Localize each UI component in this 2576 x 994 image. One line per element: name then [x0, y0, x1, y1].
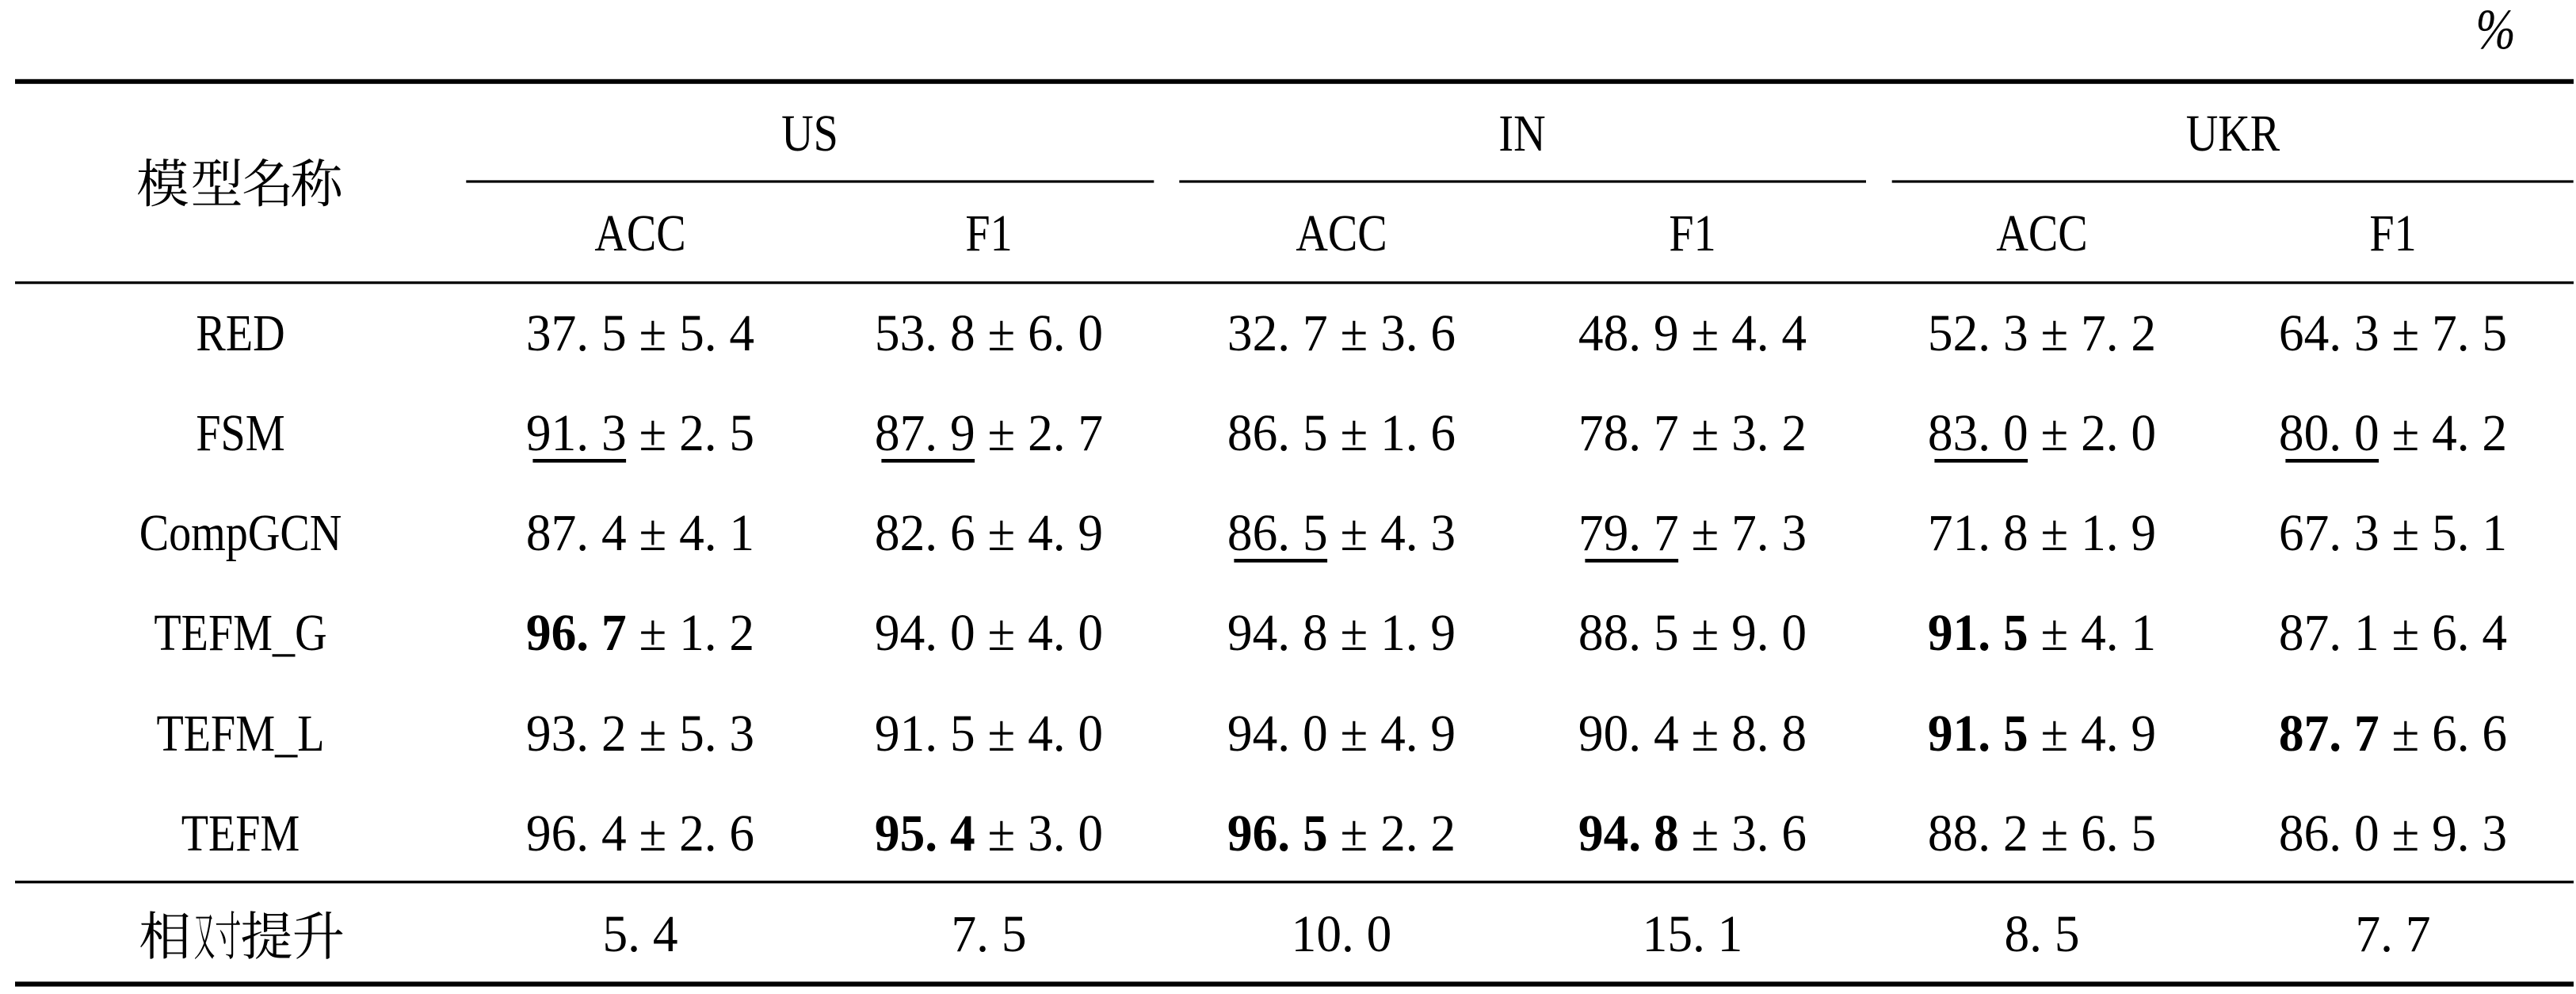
- svg-text:53. 8 ± 6. 0: 53. 8 ± 6. 0: [875, 304, 1103, 361]
- svg-text:80. 0 ± 4. 2: 80. 0 ± 4. 2: [2279, 403, 2507, 461]
- svg-text:7. 5: 7. 5: [951, 904, 1026, 962]
- svg-text:5. 4: 5. 4: [602, 904, 677, 962]
- svg-text:64. 3 ± 7. 5: 64. 3 ± 7. 5: [2279, 304, 2507, 361]
- svg-text:7. 7: 7. 7: [2355, 904, 2430, 962]
- svg-text:32. 7 ± 3. 6: 32. 7 ± 3. 6: [1227, 304, 1456, 361]
- svg-text:IN: IN: [1498, 105, 1545, 162]
- svg-text:90. 4 ± 8. 8: 90. 4 ± 8. 8: [1578, 704, 1807, 762]
- svg-text:71. 8 ± 1. 9: 71. 8 ± 1. 9: [1928, 503, 2156, 561]
- svg-text:TEFM_G: TEFM_G: [154, 604, 326, 662]
- svg-text:93. 2 ± 5. 3: 93. 2 ± 5. 3: [526, 704, 754, 762]
- svg-text:%: %: [2475, 0, 2515, 61]
- svg-text:RED: RED: [196, 304, 284, 362]
- svg-text:48. 9 ± 4. 4: 48. 9 ± 4. 4: [1578, 304, 1807, 361]
- svg-text:96. 4 ± 2. 6: 96. 4 ± 2. 6: [526, 804, 754, 862]
- svg-text:UKR: UKR: [2186, 105, 2280, 162]
- svg-text:10. 0: 10. 0: [1292, 904, 1392, 962]
- svg-text:87. 9 ± 2. 7: 87. 9 ± 2. 7: [875, 403, 1103, 461]
- svg-text:95. 4 ± 3. 0: 95. 4 ± 3. 0: [875, 804, 1103, 862]
- svg-text:8. 5: 8. 5: [2004, 904, 2079, 962]
- svg-text:86. 0 ± 9. 3: 86. 0 ± 9. 3: [2279, 804, 2507, 862]
- svg-text:FSM: FSM: [196, 404, 284, 462]
- svg-text:88. 2 ± 6. 5: 88. 2 ± 6. 5: [1928, 804, 2156, 862]
- svg-text:US: US: [781, 105, 838, 162]
- svg-text:TEFM: TEFM: [181, 805, 300, 862]
- svg-text:F1: F1: [965, 205, 1012, 262]
- svg-text:91. 5 ± 4. 9: 91. 5 ± 4. 9: [1928, 704, 2156, 762]
- svg-text:96. 5 ± 2. 2: 96. 5 ± 2. 2: [1227, 804, 1456, 862]
- svg-text:TEFM_L: TEFM_L: [157, 705, 325, 763]
- svg-text:F1: F1: [1669, 205, 1715, 262]
- svg-text:79. 7 ± 7. 3: 79. 7 ± 7. 3: [1578, 503, 1807, 561]
- svg-text:88. 5 ± 9. 0: 88. 5 ± 9. 0: [1578, 603, 1807, 661]
- svg-text:ACC: ACC: [1296, 205, 1387, 262]
- svg-text:94. 8 ± 1. 9: 94. 8 ± 1. 9: [1227, 603, 1456, 661]
- svg-text:ACC: ACC: [594, 205, 685, 262]
- svg-text:94. 8 ± 3. 6: 94. 8 ± 3. 6: [1578, 804, 1807, 862]
- svg-text:91. 5 ± 4. 0: 91. 5 ± 4. 0: [875, 704, 1103, 762]
- svg-text:82. 6 ± 4. 9: 82. 6 ± 4. 9: [875, 503, 1103, 561]
- svg-text:83. 0 ± 2. 0: 83. 0 ± 2. 0: [1928, 403, 2156, 461]
- svg-text:87. 7 ± 6. 6: 87. 7 ± 6. 6: [2279, 704, 2507, 762]
- svg-text:87. 1 ± 6. 4: 87. 1 ± 6. 4: [2279, 603, 2507, 661]
- svg-text:78. 7 ± 3. 2: 78. 7 ± 3. 2: [1578, 403, 1807, 461]
- svg-text:15. 1: 15. 1: [1643, 904, 1743, 962]
- svg-text:ACC: ACC: [1996, 205, 2087, 262]
- svg-text:F1: F1: [2369, 205, 2416, 262]
- svg-text:94. 0 ± 4. 0: 94. 0 ± 4. 0: [875, 603, 1103, 661]
- svg-text:CompGCN: CompGCN: [139, 504, 342, 562]
- svg-text:94. 0 ± 4. 9: 94. 0 ± 4. 9: [1227, 704, 1456, 762]
- svg-text:86. 5 ± 1. 6: 86. 5 ± 1. 6: [1227, 403, 1456, 461]
- svg-text:96. 7 ± 1. 2: 96. 7 ± 1. 2: [526, 603, 754, 661]
- svg-text:87. 4 ± 4. 1: 87. 4 ± 4. 1: [526, 503, 754, 561]
- svg-text:86. 5 ± 4. 3: 86. 5 ± 4. 3: [1227, 503, 1456, 561]
- svg-text:37. 5 ± 5. 4: 37. 5 ± 5. 4: [526, 304, 754, 361]
- svg-text:52. 3 ± 7. 2: 52. 3 ± 7. 2: [1928, 304, 2156, 361]
- svg-text:91. 3 ± 2. 5: 91. 3 ± 2. 5: [526, 403, 754, 461]
- svg-text:91. 5 ± 4. 1: 91. 5 ± 4. 1: [1928, 603, 2156, 661]
- svg-text:67. 3 ± 5. 1: 67. 3 ± 5. 1: [2279, 503, 2507, 561]
